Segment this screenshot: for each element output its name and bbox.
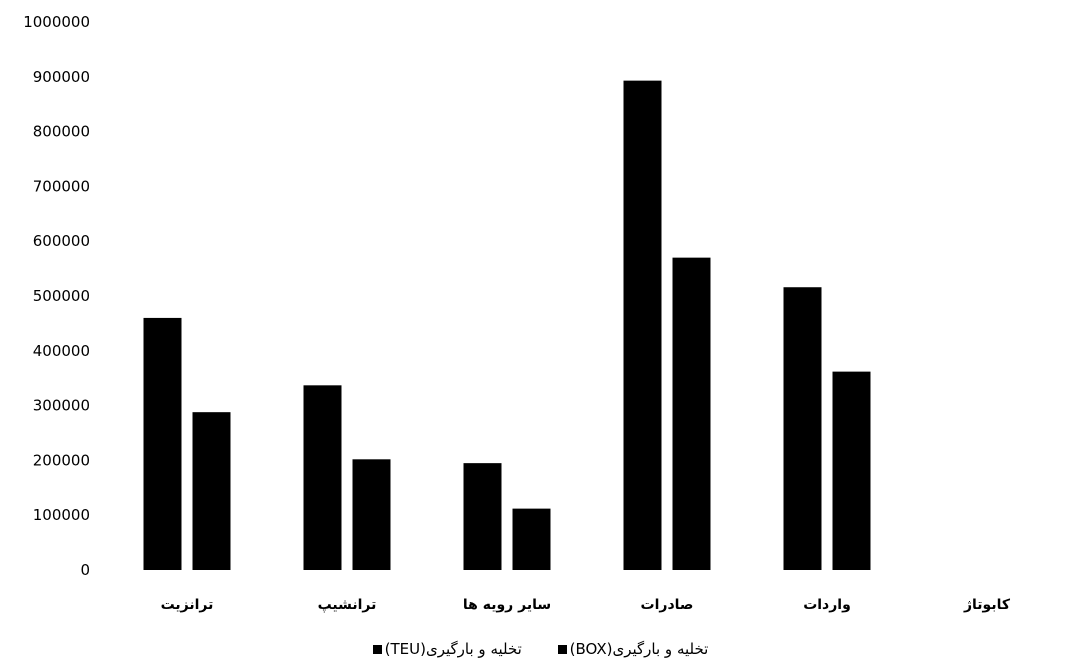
- y-tick-label: 0: [80, 561, 90, 579]
- x-category-label: کابوتاژ: [963, 597, 1011, 613]
- bar-teu-4: [832, 371, 871, 570]
- bar-teu-1: [352, 459, 391, 570]
- y-tick-label: 200000: [33, 451, 90, 469]
- y-tick-label: 900000: [33, 68, 90, 86]
- x-category-label: سایر رویه ها: [463, 597, 551, 613]
- y-tick-label: 600000: [33, 232, 90, 250]
- y-tick-label: 100000: [33, 506, 90, 524]
- bars: [143, 80, 871, 571]
- legend-label-teu: تخلیه و بارگیری(TEU): [384, 640, 522, 658]
- legend-swatch-teu: [372, 645, 382, 654]
- bar-box-3: [623, 80, 662, 571]
- bar-box-1: [303, 385, 342, 570]
- y-tick-label: 800000: [33, 123, 90, 141]
- y-tick-label: 300000: [33, 397, 90, 415]
- y-axis: 0 100000 200000 300000 400000 500000 600000 700…: [23, 13, 90, 579]
- y-tick-label: 1000000: [23, 13, 90, 31]
- legend: تخلیه و بارگیری(BOX) تخلیه و بارگیری(TEU…: [0, 640, 1078, 658]
- bar-teu-3: [672, 257, 711, 570]
- y-tick-label: 400000: [33, 342, 90, 360]
- y-tick-label: 700000: [33, 177, 90, 195]
- legend-item-teu: تخلیه و بارگیری(TEU): [370, 640, 522, 658]
- legend-label-box: تخلیه و بارگیری(BOX): [569, 640, 709, 658]
- bar-box-0: [143, 317, 182, 570]
- y-tick-label: 500000: [33, 287, 90, 305]
- x-category-label: ترانشیپ: [318, 597, 377, 613]
- bar-box-2: [463, 463, 502, 570]
- bar-box-4: [783, 287, 822, 570]
- bar-teu-0: [192, 412, 231, 570]
- legend-swatch-box: [557, 645, 567, 654]
- x-category-label: صادرات: [641, 597, 694, 613]
- bar-teu-2: [512, 508, 551, 570]
- x-axis: ترانزیت ترانشیپ سایر رویه ها صادرات واردات کا…: [161, 597, 1011, 613]
- x-category-label: واردات: [803, 597, 851, 613]
- x-category-label: ترانزیت: [161, 597, 214, 613]
- legend-item-box: تخلیه و بارگیری(BOX): [555, 640, 709, 658]
